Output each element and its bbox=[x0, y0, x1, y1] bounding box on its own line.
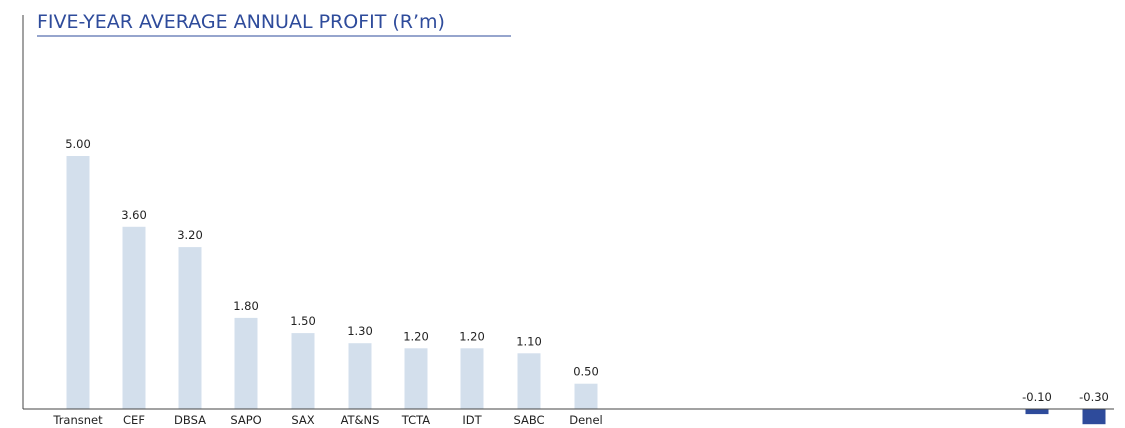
value-label: 1.10 bbox=[516, 334, 542, 348]
value-label: -0.10 bbox=[1022, 390, 1052, 404]
value-label: 1.30 bbox=[347, 324, 373, 338]
value-label: 3.20 bbox=[177, 228, 203, 242]
category-label: IDT bbox=[462, 413, 482, 427]
value-label: 3.60 bbox=[121, 208, 147, 222]
value-label: -0.30 bbox=[1079, 390, 1109, 404]
value-label: 0.50 bbox=[573, 365, 599, 379]
value-label: 1.80 bbox=[233, 299, 259, 313]
chart-title: FIVE-YEAR AVERAGE ANNUAL PROFIT (R’m) bbox=[37, 11, 445, 33]
category-label: Denel bbox=[569, 413, 603, 427]
bar-negative-11 bbox=[1082, 409, 1106, 425]
category-label: DBSA bbox=[174, 413, 206, 427]
bar-idt bbox=[460, 348, 484, 409]
bar-dbsa bbox=[178, 247, 202, 409]
bar-sax bbox=[291, 333, 315, 409]
value-label: 5.00 bbox=[65, 137, 91, 151]
category-label: SAPO bbox=[230, 413, 261, 427]
category-labels-group: Transnet CEF DBSA SAPO SAX AT&NS TCTA IDT SABC De… bbox=[52, 413, 602, 427]
category-label: AT&NS bbox=[341, 413, 380, 427]
value-label: 1.50 bbox=[290, 314, 316, 328]
value-labels-group: 5.00 3.60 3.20 1.80 1.50 1.30 1.20 1.20 1.10 0.50… bbox=[65, 137, 1109, 404]
value-label: 1.20 bbox=[403, 329, 429, 343]
bars-group bbox=[66, 156, 1106, 425]
bar-at-ns bbox=[348, 343, 372, 409]
category-label: CEF bbox=[123, 413, 145, 427]
category-label: Transnet bbox=[52, 413, 103, 427]
bar-denel bbox=[574, 383, 598, 409]
value-label: 1.20 bbox=[459, 329, 485, 343]
category-label: SABC bbox=[513, 413, 544, 427]
bar-sabc bbox=[517, 353, 541, 409]
category-label: SAX bbox=[291, 413, 314, 427]
bar-tcta bbox=[404, 348, 428, 409]
bar-sapo bbox=[234, 317, 258, 409]
category-label: TCTA bbox=[401, 413, 431, 427]
bar-negative-10 bbox=[1025, 409, 1049, 415]
bar-transnet bbox=[66, 156, 90, 409]
bar-cef bbox=[122, 226, 146, 409]
